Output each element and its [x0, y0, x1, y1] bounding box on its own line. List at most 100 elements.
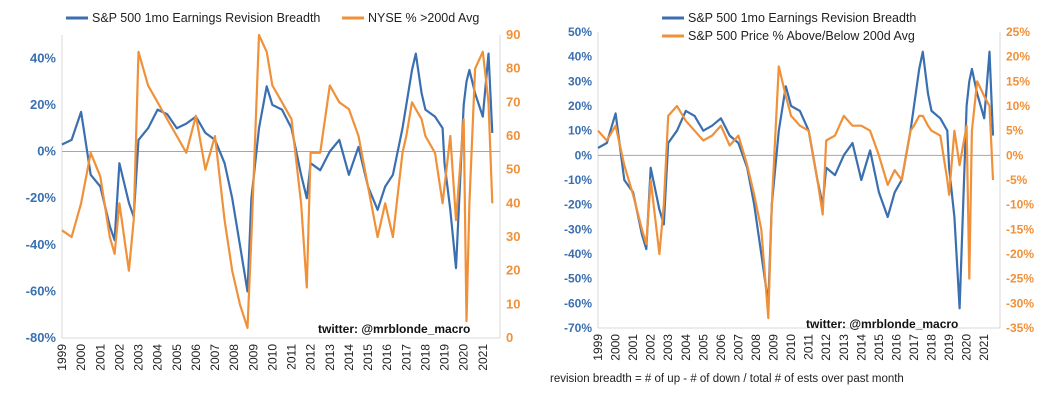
x-axis-tick-label: 2009 — [246, 344, 260, 371]
left-axis-tick-label: -10% — [564, 173, 592, 187]
left-axis-tick-label: 10% — [568, 124, 592, 138]
x-axis-tick-label: 2017 — [399, 344, 413, 371]
watermark-text: twitter: @mrblonde_macro — [806, 317, 958, 331]
right-axis-tick-label: 15% — [1006, 74, 1030, 88]
x-axis-tick-label: 1999 — [591, 334, 605, 361]
right-axis-tick-label: 10 — [506, 296, 520, 311]
left-axis-tick-label: 40% — [568, 50, 592, 64]
right-axis-tick-label: -30% — [1006, 296, 1034, 310]
x-axis-tick-label: 2016 — [380, 344, 394, 371]
left-axis-tick-label: 0% — [37, 144, 56, 159]
legend-label: S&P 500 1mo Earnings Revision Breadth — [688, 11, 916, 25]
x-axis-tick-label: 2014 — [342, 344, 356, 371]
right-axis-tick-label: 10% — [1006, 99, 1030, 113]
right-axis-tick-label: 20% — [1006, 50, 1030, 64]
right-axis-tick-label: -35% — [1006, 321, 1034, 335]
left-axis-tick-label: -70% — [564, 321, 592, 335]
x-axis-tick-label: 2003 — [132, 344, 146, 371]
left-axis-tick-label: -20% — [564, 198, 592, 212]
right-axis-tick-label: -15% — [1006, 222, 1034, 236]
left-axis-tick-label: -30% — [564, 222, 592, 236]
x-axis-tick-label: 2008 — [227, 344, 241, 371]
right-axis-tick-label: -10% — [1006, 198, 1034, 212]
left-axis-tick-label: 40% — [30, 50, 56, 65]
x-axis-tick-label: 2014 — [854, 334, 868, 361]
right-axis-tick-label: -5% — [1006, 173, 1028, 187]
left-axis-tick-label: -50% — [564, 272, 592, 286]
x-axis-tick-label: 2001 — [626, 334, 640, 361]
legend-label: S&P 500 Price % Above/Below 200d Avg — [688, 29, 915, 43]
left-axis-tick-label: 50% — [568, 25, 592, 39]
watermark-text: twitter: @mrblonde_macro — [318, 322, 470, 336]
x-axis-tick-label: 2015 — [361, 344, 375, 371]
right-axis-tick-label: 20 — [506, 263, 520, 278]
left-axis-tick-label: -60% — [26, 283, 57, 298]
right-axis-tick-label: 90 — [506, 27, 520, 42]
right-axis-tick-label: 60 — [506, 128, 520, 143]
left-axis-tick-label: -40% — [26, 237, 57, 252]
x-axis-tick-label: 2017 — [907, 334, 921, 361]
x-axis-tick-label: 2000 — [609, 334, 623, 361]
x-axis-tick-label: 1999 — [55, 344, 69, 371]
right-axis-tick-label: 25% — [1006, 25, 1030, 39]
footnote-text: revision breadth = # of up - # of down /… — [550, 373, 904, 385]
x-axis-tick-label: 2011 — [802, 334, 816, 360]
right-axis-tick-label: 30 — [506, 229, 520, 244]
left-axis-tick-label: 0% — [575, 148, 593, 162]
x-axis-tick-label: 2003 — [661, 334, 675, 361]
x-axis-tick-label: 2013 — [837, 334, 851, 361]
x-axis-tick-label: 2007 — [731, 334, 745, 361]
x-axis-tick-label: 2005 — [696, 334, 710, 361]
x-axis-tick-label: 2013 — [323, 344, 337, 371]
x-axis-tick-label: 2021 — [476, 344, 490, 371]
x-axis-tick-label: 2020 — [457, 344, 471, 371]
x-axis-tick-label: 2012 — [304, 344, 318, 371]
right-axis-tick-label: 50 — [506, 162, 520, 177]
series-line-revision-breadth — [61, 52, 494, 293]
x-axis-tick-label: 2004 — [151, 344, 165, 371]
series-line-revision-breadth — [597, 50, 995, 310]
left-axis-tick-label: 20% — [568, 99, 592, 113]
right-axis-tick-label: 80 — [506, 61, 520, 76]
x-axis-tick-label: 2001 — [93, 344, 107, 371]
right-axis-tick-label: 40 — [506, 195, 520, 210]
x-axis-tick-label: 2019 — [438, 344, 452, 371]
legend-label: NYSE % >200d Avg — [368, 11, 479, 25]
x-axis-tick-label: 2002 — [112, 344, 126, 371]
x-axis-tick-label: 2006 — [714, 334, 728, 361]
x-axis-tick-label: 2009 — [767, 334, 781, 361]
left-axis-tick-label: -60% — [564, 296, 592, 310]
x-axis-tick-label: 2020 — [960, 334, 974, 361]
legend-label: S&P 500 1mo Earnings Revision Breadth — [92, 11, 320, 25]
x-axis-tick-label: 2006 — [189, 344, 203, 371]
x-axis-tick-label: 2016 — [889, 334, 903, 361]
x-axis-tick-label: 2007 — [208, 344, 222, 371]
x-axis-tick-label: 2010 — [265, 344, 279, 371]
right-axis-tick-label: -20% — [1006, 247, 1034, 261]
x-axis-tick-label: 2015 — [872, 334, 886, 361]
left-axis-tick-label: 20% — [30, 97, 56, 112]
x-axis-tick-label: 2019 — [942, 334, 956, 361]
x-axis-tick-label: 2004 — [679, 334, 693, 361]
right-axis-tick-label: 5% — [1006, 124, 1024, 138]
x-axis-tick-label: 2021 — [977, 334, 991, 361]
x-axis-tick-label: 2002 — [644, 334, 658, 361]
x-axis-tick-label: 2018 — [925, 334, 939, 361]
left-axis-tick-label: 30% — [568, 74, 592, 88]
right-axis-tick-label: 0% — [1006, 148, 1024, 162]
x-axis-tick-label: 2018 — [418, 344, 432, 371]
x-axis-tick-label: 2008 — [749, 334, 763, 361]
left-axis-tick-label: -80% — [26, 330, 57, 345]
left-axis-tick-label: -40% — [564, 247, 592, 261]
x-axis-tick-label: 2000 — [74, 344, 88, 371]
right-axis-tick-label: 0 — [506, 330, 513, 345]
x-axis-tick-label: 2005 — [170, 344, 184, 371]
x-axis-tick-label: 2011 — [285, 344, 299, 370]
left-axis-tick-label: -20% — [26, 190, 57, 205]
series-line-price-vs-200d — [61, 33, 494, 329]
series-line-price-vs-200d — [597, 65, 995, 320]
x-axis-tick-label: 2010 — [784, 334, 798, 361]
right-axis-tick-label: 70 — [506, 94, 520, 109]
x-axis-tick-label: 2012 — [819, 334, 833, 361]
